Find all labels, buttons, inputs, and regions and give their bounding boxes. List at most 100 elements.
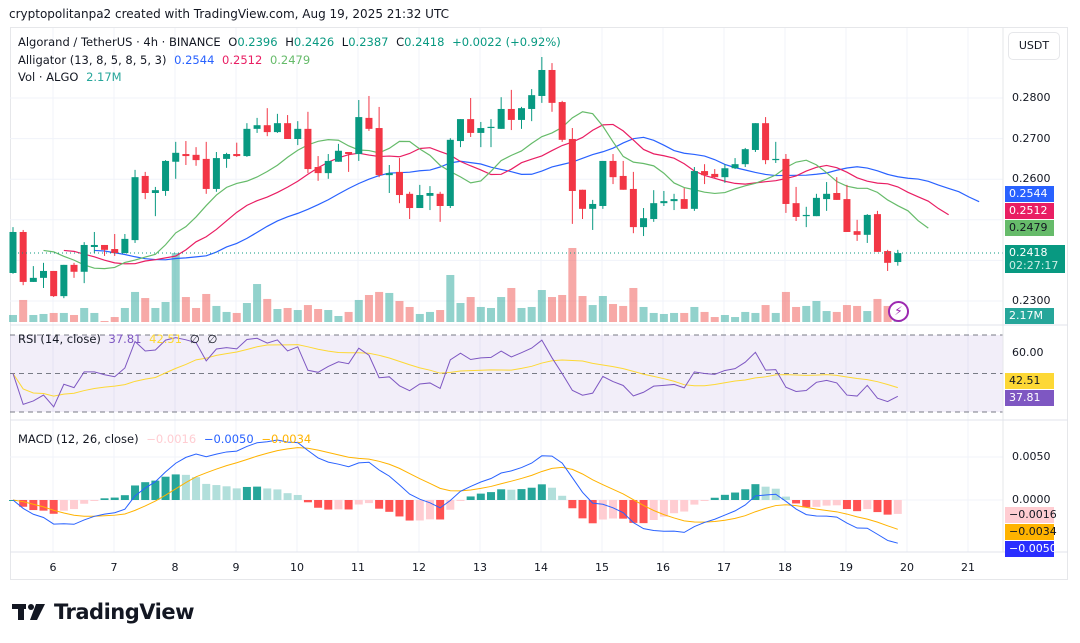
change-value: +0.0022 (+0.92%) (452, 35, 561, 49)
candle-body (243, 128, 251, 157)
volume-bar (680, 312, 689, 322)
macd-histogram-bar (425, 500, 434, 520)
candle-body (345, 151, 353, 155)
macd-histogram-bar (59, 500, 68, 511)
time-axis-label: 16 (656, 561, 670, 574)
macd-histogram-bar (395, 500, 404, 517)
macd-histogram-bar (80, 500, 89, 504)
candle-body (843, 199, 851, 232)
candle-body (253, 125, 261, 129)
candle-body (680, 199, 688, 209)
rsi-axis-label: 60.00 (1012, 346, 1044, 359)
macd-histogram-bar (19, 500, 28, 507)
time-axis-label: 14 (534, 561, 548, 574)
macd-histogram-bar (354, 500, 363, 505)
macd-histogram-bar (720, 494, 729, 500)
time-axis-label: 20 (900, 561, 914, 574)
macd-histogram-bar (629, 500, 638, 523)
time-axis-label: 11 (351, 561, 365, 574)
lightning-icon[interactable]: ⚡ (888, 301, 909, 322)
macd-histogram-bar (863, 500, 872, 510)
macd-histogram-bar (436, 500, 445, 520)
alligator-legend[interactable]: Alligator (13, 8, 5, 8, 5, 3) 0.2544 0.2… (18, 53, 311, 67)
macd-histogram-bar (70, 500, 79, 510)
jaw-value: 0.2544 (174, 53, 215, 67)
rsi-value: 37.81 (108, 332, 142, 346)
rsi-legend[interactable]: RSI (14, close) 37.81 42.51 ∅ ∅ (18, 332, 218, 346)
macd-histogram-bar (39, 500, 48, 511)
lips-value: 0.2479 (269, 53, 311, 67)
candle-body (568, 139, 576, 191)
volume-legend[interactable]: Vol · ALGO 2.17M (18, 70, 122, 84)
grid (10, 28, 1003, 552)
macd-histogram-bar (375, 500, 384, 509)
volume-bar (771, 312, 780, 322)
time-axis-label: 19 (839, 561, 853, 574)
volume-bar (110, 317, 119, 322)
macd-histogram-bar (497, 489, 506, 500)
candle-body (365, 117, 373, 129)
low-value: 0.2387 (348, 35, 389, 49)
macd-histogram-bar (639, 500, 648, 524)
macd-histogram-bar (792, 500, 801, 504)
volume-bar (639, 306, 648, 322)
candle-body (212, 158, 220, 189)
volume-bar (527, 306, 536, 322)
volume-bar (781, 291, 790, 322)
volume-bar (212, 305, 221, 322)
candle-body (294, 128, 302, 140)
candle-body (619, 175, 627, 190)
candle-body (273, 123, 281, 133)
rsi-ma-value: 42.51 (149, 332, 183, 346)
open-value: 0.2396 (237, 35, 278, 49)
candle-body (782, 158, 790, 204)
macd-histogram-bar (609, 500, 618, 519)
volume-bar (598, 296, 607, 322)
volume-bar (425, 311, 434, 322)
volume-bar (609, 304, 618, 322)
price-axis-label: 0.2300 (1012, 294, 1051, 307)
volume-bar (842, 305, 851, 322)
candle-body (863, 214, 871, 235)
volume-bar (466, 297, 475, 322)
volume-bar (476, 306, 485, 322)
volume-bar (263, 298, 272, 322)
candle-body (40, 270, 48, 278)
macd-histogram-bar (568, 500, 577, 509)
volume-bar (578, 296, 587, 322)
volume-bar (436, 310, 445, 322)
candle-body (192, 154, 200, 161)
volume-bar (192, 307, 201, 322)
candle-body (772, 158, 780, 161)
candle-body (50, 270, 58, 297)
time-axis-label: 17 (717, 561, 731, 574)
candle-body (894, 253, 902, 263)
last-price-badge: 0.2418 02:27:17 (1005, 245, 1065, 273)
volume-bar (375, 291, 384, 322)
macd-histogram-bar (842, 500, 851, 510)
macd-legend[interactable]: MACD (12, 26, close) −0.0016 −0.0050 −0.… (18, 432, 312, 446)
volume-bar (659, 313, 668, 322)
macd-histogram-bar (385, 500, 394, 512)
volume-bar (273, 309, 282, 322)
volume-badge: 2.17M (1005, 308, 1054, 324)
candle-body (314, 167, 322, 174)
candle-body (334, 150, 342, 162)
rsi-line (12, 337, 899, 408)
macd-histogram-bar (222, 486, 231, 500)
candle-body (385, 173, 393, 176)
macd-histogram-bar (741, 489, 750, 500)
volume-bar (700, 311, 709, 322)
volume-bar (161, 302, 170, 322)
currency-button[interactable]: USDT (1008, 32, 1060, 60)
time-axis-label: 9 (232, 561, 240, 574)
macd-value: −0.0050 (203, 432, 254, 446)
teeth-price-badge: 0.2512 (1005, 203, 1054, 219)
time-axis-label: 13 (473, 561, 487, 574)
candle-body (802, 214, 810, 217)
candle-body (182, 154, 190, 157)
time-axis-label: 6 (49, 561, 57, 574)
macd-histogram-bar (619, 500, 628, 519)
rsi-badge: 37.81 (1005, 390, 1054, 406)
